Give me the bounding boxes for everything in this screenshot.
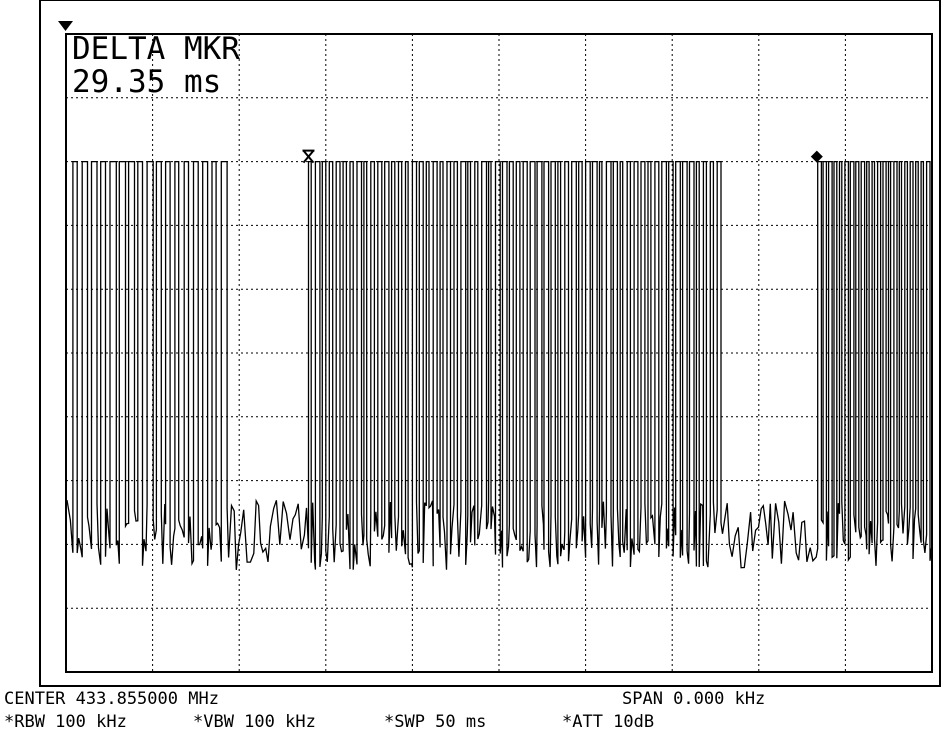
signal-trace (66, 160, 933, 570)
screen-frame (39, 0, 941, 687)
delta-marker-diamond (810, 150, 823, 163)
trace-layer (66, 160, 933, 570)
delta-marker-icon (810, 150, 823, 163)
reference-marker-stroke (302, 149, 315, 164)
resolution-bandwidth: *RBW 100 kHz (4, 712, 127, 732)
gridlines (66, 34, 932, 672)
reference-marker-icon (302, 149, 315, 164)
graticule (65, 33, 933, 673)
marker-value: 29.35 ms (72, 64, 221, 100)
sweep-time: *SWP 50 ms (384, 712, 486, 732)
reference-level-marker-icon (58, 21, 73, 31)
video-bandwidth: *VBW 100 kHz (193, 712, 316, 732)
center-frequency: CENTER 433.855000 MHz (4, 689, 219, 709)
span: SPAN 0.000 kHz (622, 689, 765, 709)
marker-layer (58, 21, 823, 164)
marker-label: DELTA MKR (72, 31, 240, 67)
attenuation: *ATT 10dB (562, 712, 654, 732)
